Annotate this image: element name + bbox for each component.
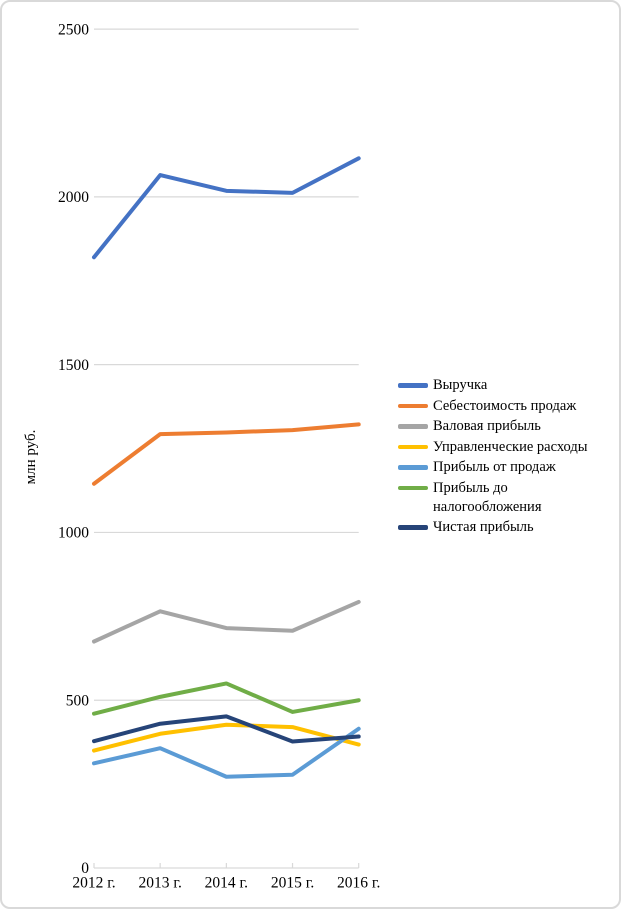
legend-label: Себестоимость продаж bbox=[433, 397, 577, 414]
legend-swatch bbox=[398, 485, 428, 490]
legend-item: Валовая прибыль bbox=[398, 417, 619, 436]
y-tick-label: 2500 bbox=[58, 21, 89, 38]
y-tick-label: 500 bbox=[66, 692, 90, 709]
legend-swatch bbox=[398, 525, 428, 530]
x-tick-label: 2015 г. bbox=[271, 875, 314, 892]
y-tick-label: 0 bbox=[81, 860, 89, 877]
legend-swatch bbox=[398, 465, 428, 470]
legend-label: Выручка bbox=[433, 377, 488, 393]
series-line-4 bbox=[92, 722, 361, 753]
x-tick-label: 2013 г. bbox=[138, 875, 181, 892]
y-tick-label: 1000 bbox=[58, 525, 89, 542]
series-line-3 bbox=[92, 599, 361, 644]
legend-item: Выручка bbox=[398, 376, 619, 395]
legend-item: Управленческие расходы bbox=[398, 438, 619, 457]
legend-swatch bbox=[398, 444, 428, 449]
x-tick-label: 2014 г. bbox=[205, 875, 248, 892]
legend-item: Себестоимость продаж bbox=[398, 397, 619, 416]
legend-label: Валовая прибыль bbox=[433, 418, 541, 434]
legend: Выручка Себестоимость продаж Валовая прибы… bbox=[398, 376, 619, 539]
legend-item: Прибыль от продаж bbox=[398, 458, 619, 477]
series-line-7 bbox=[92, 714, 361, 744]
y-axis-title: млн руб. bbox=[23, 430, 39, 485]
legend-label: Прибыль до налогообложения bbox=[433, 479, 542, 515]
series-line-6 bbox=[92, 681, 361, 716]
legend-label: Управленческие расходы bbox=[433, 438, 588, 455]
legend-swatch bbox=[398, 403, 428, 408]
legend-label: Прибыль от продаж bbox=[433, 459, 556, 475]
legend-item: Прибыль до налогообложения bbox=[398, 479, 619, 517]
series-line-5 bbox=[92, 726, 361, 779]
series-line-1 bbox=[92, 156, 361, 260]
x-tick-label: 2012 г. bbox=[72, 875, 115, 892]
legend-swatch bbox=[398, 383, 428, 388]
legend-item: Чистая прибыль bbox=[398, 518, 619, 537]
legend-swatch bbox=[398, 424, 428, 429]
y-tick-label: 2000 bbox=[58, 189, 89, 206]
series-line-2 bbox=[92, 422, 361, 486]
y-tick-label: 1500 bbox=[58, 357, 89, 374]
x-tick-label: 2016 г. bbox=[337, 875, 380, 892]
legend-label: Чистая прибыль bbox=[433, 519, 534, 535]
